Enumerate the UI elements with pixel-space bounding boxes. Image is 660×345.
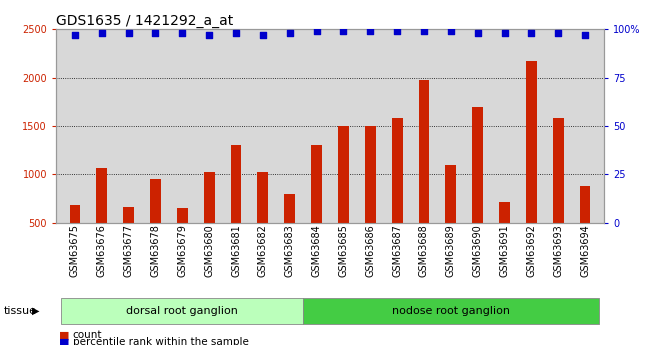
Point [231,30,242,36]
Point [96,30,107,36]
Text: ■: ■ [59,337,70,345]
Bar [446,165,456,271]
Point [284,30,295,36]
Point [150,30,161,36]
Point [177,30,187,36]
Bar [473,107,483,271]
Bar [257,172,268,271]
Text: dorsal root ganglion: dorsal root ganglion [126,306,238,316]
Text: GDS1635 / 1421292_a_at: GDS1635 / 1421292_a_at [56,14,234,28]
Point [338,29,348,34]
Bar [579,186,591,271]
Text: count: count [73,331,102,340]
Bar [499,202,510,271]
Text: nodose root ganglion: nodose root ganglion [392,306,510,316]
Point [312,29,322,34]
Point [580,32,591,38]
Point [553,30,564,36]
Bar [204,172,214,271]
Bar [150,179,161,271]
Bar [392,118,403,271]
Point [69,32,80,38]
Point [257,32,268,38]
Point [418,29,429,34]
Bar [553,118,564,271]
Text: ■: ■ [59,331,70,340]
Point [499,30,510,36]
Bar [69,205,81,271]
Bar [312,145,322,271]
Point [526,30,537,36]
Bar [177,208,187,271]
Point [473,30,483,36]
Text: tissue: tissue [3,306,36,316]
Bar [338,126,348,271]
Bar [230,145,242,271]
Point [446,29,456,34]
Point [365,29,376,34]
Point [204,32,214,38]
Text: ▶: ▶ [32,306,39,316]
Point [392,29,403,34]
Bar [526,61,537,271]
Point [123,30,134,36]
Bar [96,168,107,271]
Bar [284,194,295,271]
Text: percentile rank within the sample: percentile rank within the sample [73,337,248,345]
Bar [418,80,430,271]
Bar [123,207,134,271]
Bar [365,126,376,271]
